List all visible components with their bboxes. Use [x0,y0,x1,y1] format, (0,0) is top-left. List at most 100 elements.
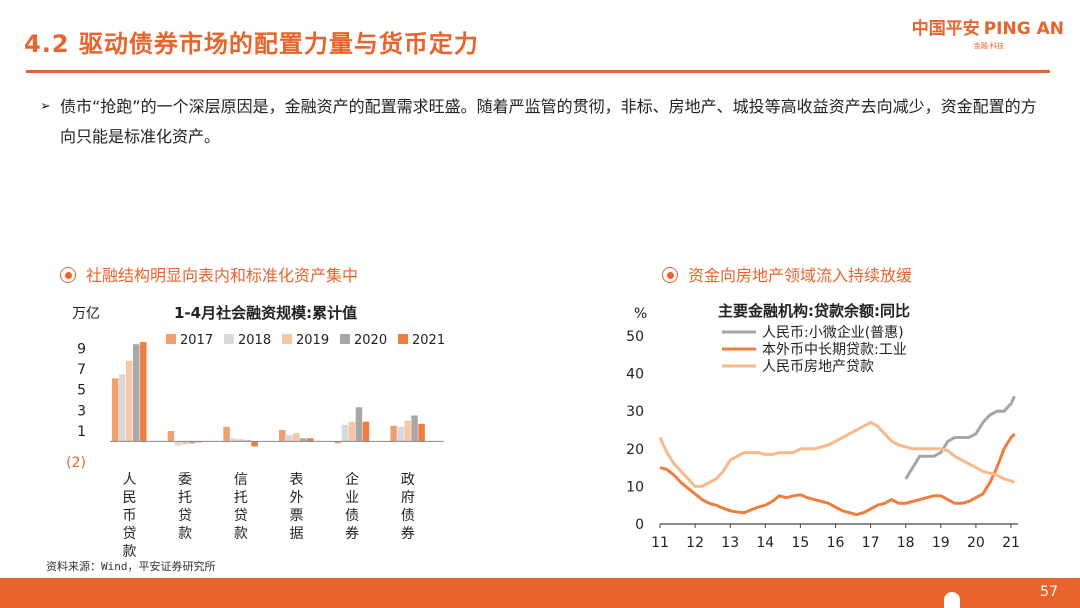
bar-y-tick-label: 1 [77,424,86,440]
line-x-tick-label: 11 [651,535,669,551]
bar-legend-label: 2020 [354,333,387,348]
line-y-tick-label: 40 [626,367,644,383]
bar-legend-swatch [340,334,350,344]
bar-mark [112,378,119,442]
bar-mark [348,421,356,442]
bar-category-label: 企业债券 [345,471,359,542]
section-title-right: 资金向房地产领域流入持续放缓 [662,262,912,286]
line-y-tick-label: 20 [626,442,644,458]
line-series [658,421,1016,488]
logo-subtitle: 金融·科技 [973,42,1004,50]
line-x-tick-label: 16 [827,535,845,551]
bar-mark [140,342,147,442]
bar-mark [237,439,244,442]
bar-marks [112,342,425,447]
line-x-tick-label: 14 [756,535,774,551]
bar-category-label: 人民币贷款 [123,472,137,560]
bar-mark [174,441,182,446]
line-legend-label: 人民币:小微企业(普惠) [762,324,904,341]
title-divider [26,70,1050,73]
bar-legend-label: 2019 [296,333,329,348]
line-x-tick-label: 21 [1002,535,1020,551]
line-legend-label: 人民币房地产贷款 [762,359,874,375]
bar-category-label: 信托贷款 [234,472,248,542]
bar-category-label: 表外票据 [290,472,304,542]
bar-mark [126,360,133,442]
line-x-tick-label: 20 [967,535,985,551]
bar-mark [195,441,203,443]
bar-legend-label: 2021 [412,333,445,348]
bar-mark [334,441,342,444]
bar-mark [133,344,140,442]
line-x-tick-label: 13 [721,535,739,551]
line-series [659,432,1016,517]
bar-mark [411,415,418,442]
line-chart-unit: % [634,306,647,322]
bar-mark [362,421,370,442]
bar-y-tick-label: 5 [77,383,86,399]
line-y-tick-label: 50 [626,329,644,345]
target-bullet-icon [60,267,76,283]
section-title-right-text: 资金向房地产领域流入持续放缓 [688,266,913,285]
bar-chart-unit: 万亿 [72,306,100,322]
bar-mark [188,441,196,444]
line-x-tick-label: 12 [686,535,704,551]
line-legend-label: 本外币中长期贷款:工业 [762,342,907,358]
bar-mark [230,438,237,442]
bar-category-label: 政府债券 [401,472,415,542]
bar-mark [307,438,314,442]
bar-mark [251,441,258,447]
section-title-left-text: 社融结构明显向表内和标准化资产集中 [86,266,359,285]
bar-legend-swatch [398,334,408,344]
line-y-axis: 50 40 30 20 10 0 [626,329,644,533]
footer-logo-icon [944,592,960,608]
bar-mark [355,407,363,442]
footer-bar: 57 [0,578,1080,608]
bar-y-axis: 9 7 5 3 1 (2) [66,341,86,471]
logo-text-en: PING AN [983,19,1064,39]
line-x-tick-label: 15 [791,535,809,551]
bar-category-labels: 人民币贷款 委托贷款 信托贷款 表外票据 企业债券 政府债券 [123,471,415,560]
bar-legend-swatch [166,334,176,344]
data-source-note: 资料来源：Wind，平安证券研究所 [46,560,216,573]
line-x-tick-label: 17 [862,535,880,551]
bar-legend-swatch [282,334,292,344]
bar-legend: 2017 2018 2019 2020 2021 [166,333,445,348]
bullet-paragraph: ➢ 债市“抢跑”的一个深层原因是，金融资产的配置需求旺盛。随着严监管的贯彻，非标… [40,92,1040,152]
bar-mark [279,429,286,442]
bar-legend-label: 2018 [238,333,271,348]
line-series-group [658,395,1016,517]
bar-mark [286,435,293,442]
bar-y-tick-label: (2) [66,455,86,471]
bar-y-tick-label: 3 [77,403,86,419]
bar-legend-swatch [224,334,234,344]
bar-mark [341,424,349,442]
bar-y-tick-label: 9 [77,341,86,357]
brand-logo: 中国平安 PING AN 金融·科技 [912,14,1064,51]
bullet-text: 债市“抢跑”的一个深层原因是，金融资产的配置需求旺盛。随着严监管的贯彻，非标、房… [60,97,1037,146]
bar-mark [397,426,404,442]
bar-mark [300,438,307,442]
bar-y-tick-label: 7 [77,362,86,378]
bar-mark [244,440,251,442]
bar-mark [293,433,300,442]
bar-mark [404,420,411,442]
logo-text-cn: 中国平安 [911,19,980,39]
line-y-tick-label: 30 [626,404,644,420]
bar-mark [390,425,397,442]
line-y-tick-label: 0 [635,517,644,533]
bar-mark [181,441,189,445]
page-title: 4.2 驱动债券市场的配置力量与货币定力 [24,30,479,58]
line-x-tick-label: 18 [897,535,915,551]
bar-chart-title: 1-4月社会融资规模:累计值 [174,304,357,322]
line-x-tick-label: 19 [932,535,950,551]
bar-legend-label: 2017 [180,333,213,348]
bar-mark [418,423,425,442]
bar-category-label: 委托贷款 [178,472,192,542]
line-chart-title: 主要金融机构:贷款余额:同比 [718,302,910,320]
page-number: 57 [1040,584,1058,600]
line-series [904,395,1016,480]
